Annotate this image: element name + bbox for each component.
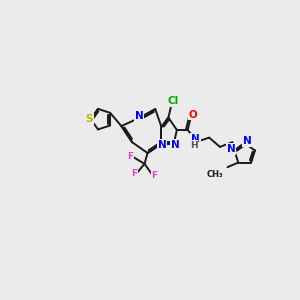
Text: N: N xyxy=(135,111,143,121)
Text: Cl: Cl xyxy=(167,96,178,106)
Text: N: N xyxy=(171,140,180,150)
Text: N: N xyxy=(227,144,236,154)
Text: N: N xyxy=(243,136,252,146)
Text: F: F xyxy=(127,152,133,160)
Text: O: O xyxy=(189,110,197,119)
Text: S: S xyxy=(85,114,93,124)
Text: N: N xyxy=(158,140,167,150)
Text: CH₃: CH₃ xyxy=(207,170,224,179)
Text: H: H xyxy=(190,141,198,150)
Text: F: F xyxy=(152,171,158,180)
Text: F: F xyxy=(131,169,137,178)
Text: N: N xyxy=(191,134,200,144)
